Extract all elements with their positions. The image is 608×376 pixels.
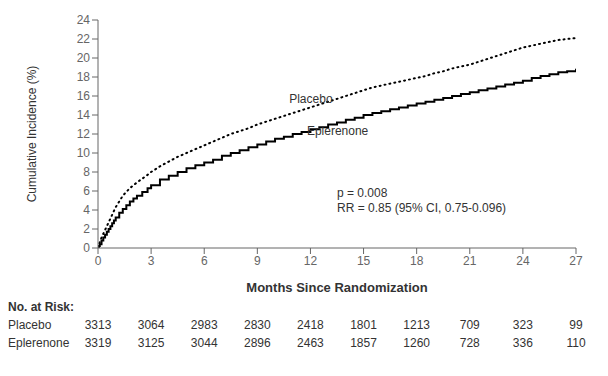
- html-text:3313: 3313: [84, 318, 112, 332]
- svg-text:21: 21: [463, 254, 477, 268]
- svg-text:Eplerenone: Eplerenone: [307, 124, 369, 138]
- svg-text:Cumulative Incidence (%): Cumulative Incidence (%): [25, 66, 39, 203]
- svg-text:3: 3: [148, 254, 155, 268]
- html-text:Months Since Randomization: Months Since Randomization: [246, 280, 428, 295]
- svg-text:12: 12: [304, 254, 318, 268]
- svg-text:4: 4: [83, 203, 90, 217]
- html-text:728: 728: [459, 336, 480, 350]
- html-text:709: 709: [459, 318, 480, 332]
- html-text:1260: 1260: [403, 336, 430, 350]
- svg-text:16: 16: [77, 89, 91, 103]
- html-text:3044: 3044: [190, 336, 218, 350]
- svg-text:2: 2: [83, 222, 90, 236]
- svg-text:22: 22: [77, 32, 91, 46]
- svg-text:14: 14: [77, 108, 91, 122]
- html-text:2896: 2896: [244, 336, 271, 350]
- svg-text:18: 18: [410, 254, 424, 268]
- html-text:2418: 2418: [297, 318, 324, 332]
- svg-text:12: 12: [77, 127, 91, 141]
- svg-text:0: 0: [83, 241, 90, 255]
- html-text:Placebo: Placebo: [8, 318, 52, 332]
- html-text:1857: 1857: [350, 336, 377, 350]
- html-text:3319: 3319: [84, 336, 112, 350]
- svg-text:0: 0: [95, 254, 102, 268]
- svg-text:8: 8: [83, 165, 90, 179]
- html-text:3064: 3064: [137, 318, 165, 332]
- html-text:110: 110: [566, 336, 586, 350]
- html-text:No. at Risk:: No. at Risk:: [8, 300, 74, 314]
- html-text:323: 323: [512, 318, 533, 332]
- svg-text:24: 24: [77, 13, 91, 27]
- svg-text:6: 6: [83, 184, 90, 198]
- html-text:2983: 2983: [190, 318, 218, 332]
- html-text:1213: 1213: [403, 318, 430, 332]
- html-text:1801: 1801: [350, 318, 377, 332]
- svg-text:24: 24: [516, 254, 530, 268]
- html-text:Eplerenone: Eplerenone: [8, 336, 70, 350]
- svg-text:10: 10: [77, 146, 91, 160]
- html-text:2830: 2830: [244, 318, 271, 332]
- svg-text:18: 18: [77, 70, 91, 84]
- svg-text:9: 9: [254, 254, 261, 268]
- html-text:3125: 3125: [137, 336, 165, 350]
- svg-text:27: 27: [569, 254, 583, 268]
- svg-text:15: 15: [357, 254, 371, 268]
- html-text:99: 99: [569, 318, 583, 332]
- html-text:336: 336: [512, 336, 533, 350]
- svg-text:p = 0.008RR = 0.85 (95% CI, 0.: p = 0.008RR = 0.85 (95% CI, 0.75-0.096): [337, 186, 506, 215]
- svg-text:Placebo: Placebo: [289, 92, 333, 106]
- svg-text:6: 6: [201, 254, 208, 268]
- svg-text:20: 20: [77, 51, 91, 65]
- html-text:2463: 2463: [297, 336, 324, 350]
